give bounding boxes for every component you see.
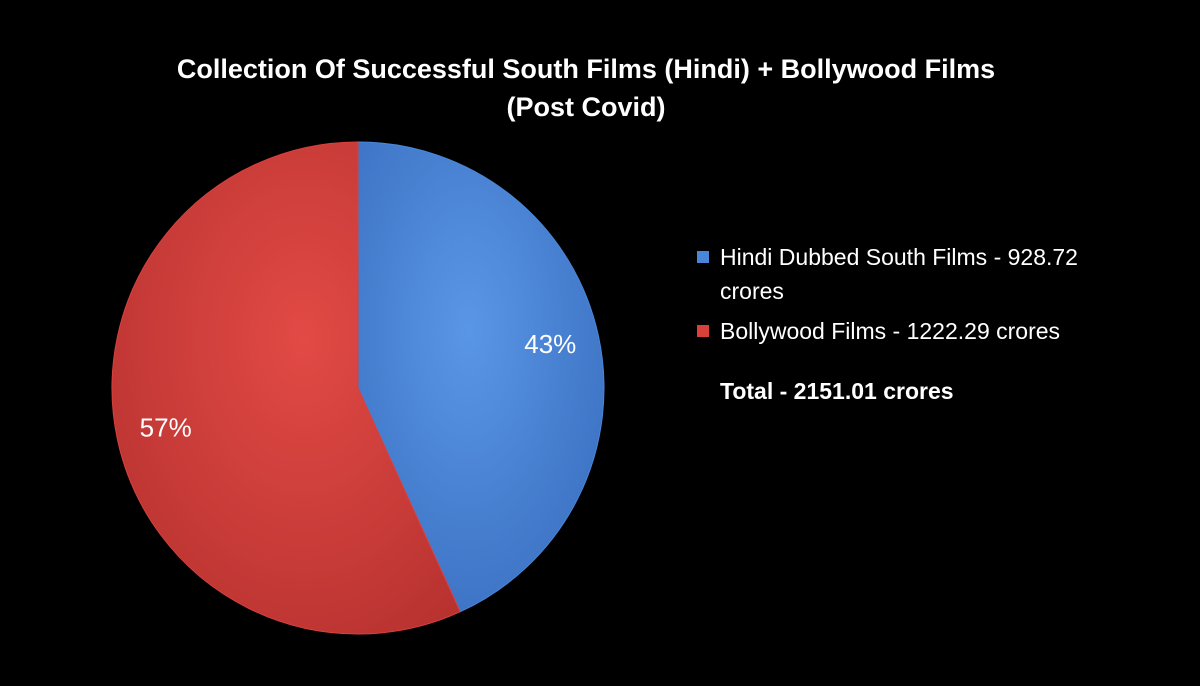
legend-label-bollywood-films: Bollywood Films - 1222.29 crores [720, 318, 1061, 344]
legend-item-bollywood-films: Bollywood Films - 1222.29 crores [694, 314, 1134, 348]
pie-slice-south-films [357, 141, 605, 613]
legend-swatch-bollywood-films [697, 325, 709, 337]
chart-subtitle: (Post Covid) [506, 92, 666, 122]
slice-label-south-films: 43% [524, 329, 576, 359]
legend: Hindi Dubbed South Films - 928.72 crores… [694, 240, 1134, 408]
total-label: Total - 2151.01 crores [720, 378, 954, 404]
chart-title: Collection Of Successful South Films (Hi… [0, 50, 1172, 126]
legend-label-south-films: Hindi Dubbed South Films - 928.72 crores [720, 244, 1078, 304]
legend-swatch-south-films [697, 251, 709, 263]
pie-slice-bollywood-films [111, 141, 461, 635]
legend-item-south-films: Hindi Dubbed South Films - 928.72 crores [694, 240, 1134, 308]
chart-title-main: Collection Of Successful South Films (Hi… [176, 54, 996, 84]
slice-label-bollywood-films: 57% [140, 413, 192, 443]
